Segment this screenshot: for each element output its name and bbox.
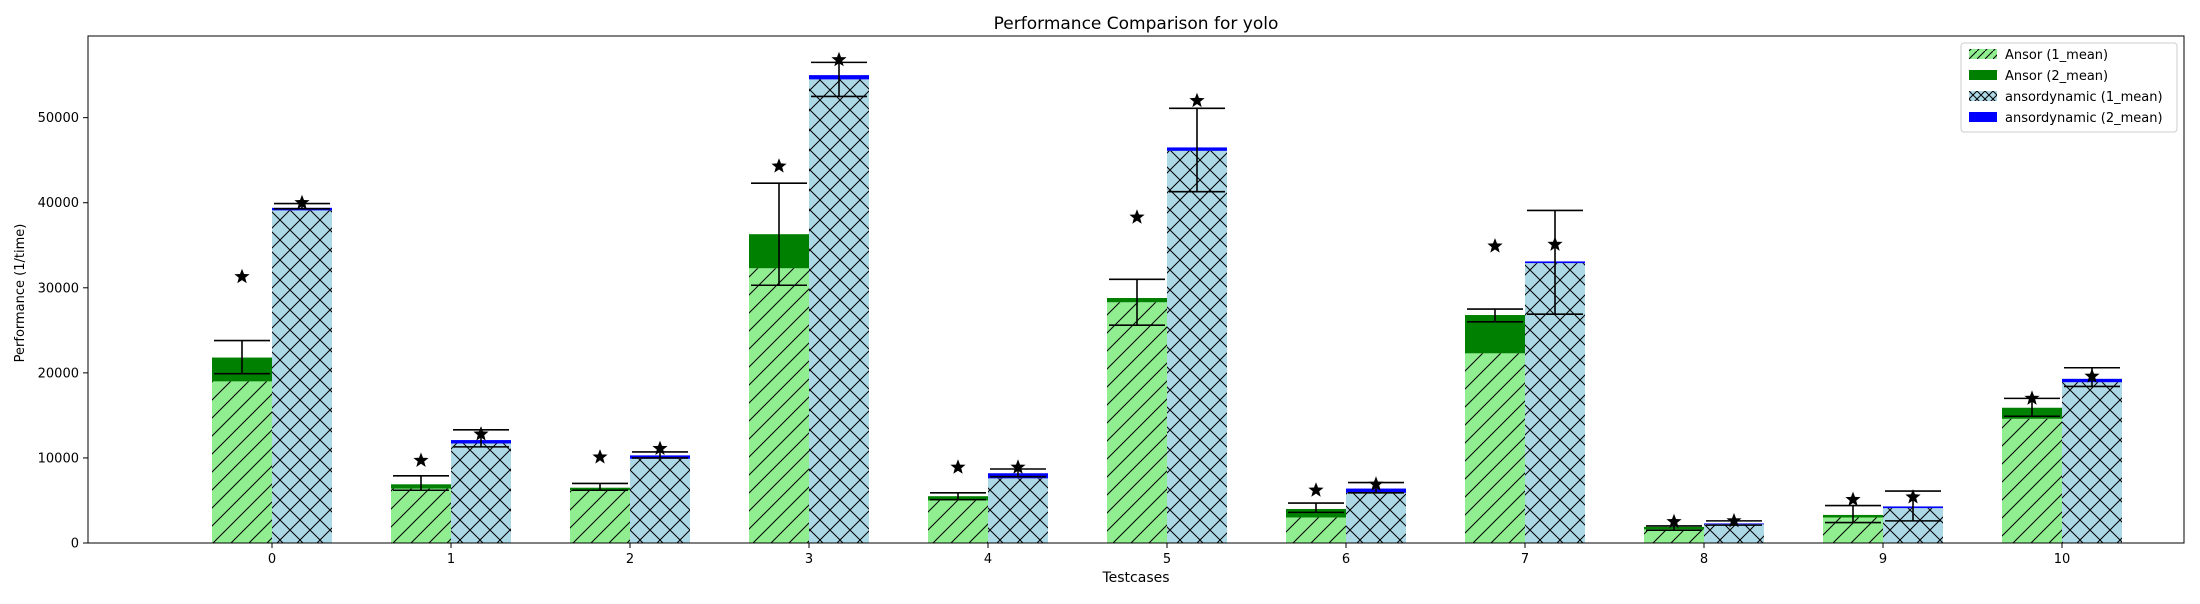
- best-marker-ansordynamic-0: [294, 194, 310, 210]
- y-tick-label-0: 0: [71, 537, 79, 552]
- best-marker-ansordynamic-2: [652, 440, 668, 455]
- bar-hatch-ansordynamic-1-2: [630, 458, 690, 543]
- bar-hatch-ansor-1-8: [1644, 529, 1704, 543]
- y-tick-label-3: 30000: [38, 281, 79, 296]
- bar-ansor-2-6: [1286, 508, 1346, 518]
- x-axis-label: Testcases: [1101, 570, 1169, 586]
- best-marker-ansor-7: [1487, 238, 1503, 253]
- x-tick-label-4: 4: [984, 552, 992, 567]
- x-tick-label-1: 1: [447, 552, 455, 567]
- best-marker-ansor-9: [1845, 491, 1861, 507]
- legend-label-ansordynamic-1: ansordynamic (1_mean): [2005, 90, 2163, 105]
- x-tick-label-10: 10: [2054, 552, 2071, 567]
- plot-area: 0 1 2 3 4 5 6 7 8 9 10 0 10000 20000 30000 40000 50000: [38, 51, 2122, 567]
- best-marker-ansordynamic-10: [2084, 368, 2100, 383]
- legend-frame: [1960, 42, 2178, 133]
- bar-hatch-ansordynamic-1-4: [988, 478, 1048, 543]
- best-marker-ansordynamic-1: [473, 426, 489, 441]
- best-marker-ansor-2: [592, 449, 608, 464]
- best-marker-ansor-1: [413, 452, 429, 467]
- x-tick-label-7: 7: [1521, 552, 1529, 567]
- best-marker-ansor-0: [234, 268, 250, 284]
- legend-label-ansordynamic-2: ansordynamic (2_mean): [2005, 111, 2163, 126]
- best-marker-ansordynamic-7: [1547, 236, 1563, 251]
- x-tick-label-3: 3: [805, 552, 813, 567]
- x-tick-label-9: 9: [1879, 552, 1887, 567]
- bar-hatch-ansor-1-3: [749, 268, 809, 543]
- best-marker-ansor-5: [1129, 209, 1145, 224]
- legend-swatch-ansor-1-hatch: [1969, 49, 1997, 59]
- y-axis-label: Performance (1/time): [13, 224, 28, 363]
- bar-hatch-ansor-1-2: [570, 490, 630, 543]
- x-tick-label-5: 5: [1163, 552, 1171, 567]
- bar-hatch-ansordynamic-1-0: [272, 210, 332, 544]
- bar-hatch-ansordynamic-1-5: [1167, 150, 1227, 543]
- legend: Ansor (1_mean) Ansor (2_mean) ansordynam…: [1960, 42, 2178, 133]
- y-tick-label-5: 50000: [38, 111, 79, 126]
- x-tick-label-6: 6: [1342, 552, 1350, 567]
- bar-hatch-ansor-1-4: [928, 500, 988, 543]
- x-tick-label-2: 2: [626, 552, 634, 567]
- legend-entry-ansordynamic-2: ansordynamic (2_mean): [1969, 111, 2163, 126]
- bar-hatch-ansor-1-7: [1465, 353, 1525, 543]
- best-marker-ansordynamic-4: [1010, 459, 1026, 474]
- best-marker-ansordynamic-6: [1368, 476, 1384, 491]
- legend-entry-ansordynamic-1: ansordynamic (1_mean): [1969, 90, 2163, 105]
- bar-hatch-ansordynamic-1-8: [1704, 524, 1764, 543]
- x-tick-label-0: 0: [268, 552, 276, 567]
- y-tick-label-2: 20000: [38, 366, 79, 381]
- best-marker-ansordynamic-3: [831, 51, 847, 67]
- legend-label-ansor-2: Ansor (2_mean): [2005, 69, 2108, 84]
- best-marker-ansor-4: [950, 459, 966, 474]
- y-tick-label-1: 10000: [38, 451, 79, 466]
- bar-hatch-ansor-1-1: [391, 488, 451, 543]
- best-marker-ansor-6: [1308, 482, 1324, 497]
- bar-hatch-ansordynamic-1-1: [451, 443, 511, 543]
- legend-label-ansor-1: Ansor (1_mean): [2005, 48, 2108, 63]
- best-marker-ansordynamic-9: [1905, 489, 1921, 504]
- best-marker-ansordynamic-8: [1726, 512, 1742, 528]
- bar-hatch-ansor-1-0: [212, 381, 272, 543]
- legend-entry-ansor-1: Ansor (1_mean): [1969, 48, 2108, 63]
- bar-hatch-ansordynamic-1-3: [809, 79, 869, 544]
- best-marker-ansor-3: [771, 158, 787, 173]
- bar-hatch-ansordynamic-1-10: [2062, 382, 2122, 543]
- chart-title: Performance Comparison for yolo: [994, 14, 1279, 34]
- best-marker-ansor-8: [1666, 513, 1682, 529]
- bar-hatch-ansor-1-10: [2002, 418, 2062, 543]
- bar-hatch-ansordynamic-1-6: [1346, 492, 1406, 543]
- legend-swatch-ansor-2: [1969, 70, 1997, 80]
- best-marker-ansordynamic-5: [1189, 92, 1205, 108]
- bar-hatch-ansor-1-5: [1107, 302, 1167, 543]
- x-tick-label-8: 8: [1700, 552, 1708, 567]
- legend-swatch-ansordynamic-2: [1969, 112, 1997, 122]
- legend-entry-ansor-2: Ansor (2_mean): [1969, 69, 2108, 84]
- y-tick-label-4: 40000: [38, 196, 79, 211]
- legend-swatch-ansordynamic-1-hatch: [1969, 91, 1997, 101]
- best-marker-ansor-10: [2024, 390, 2040, 405]
- bar-hatch-ansor-1-6: [1286, 517, 1346, 543]
- plot-frame: [87, 35, 2185, 544]
